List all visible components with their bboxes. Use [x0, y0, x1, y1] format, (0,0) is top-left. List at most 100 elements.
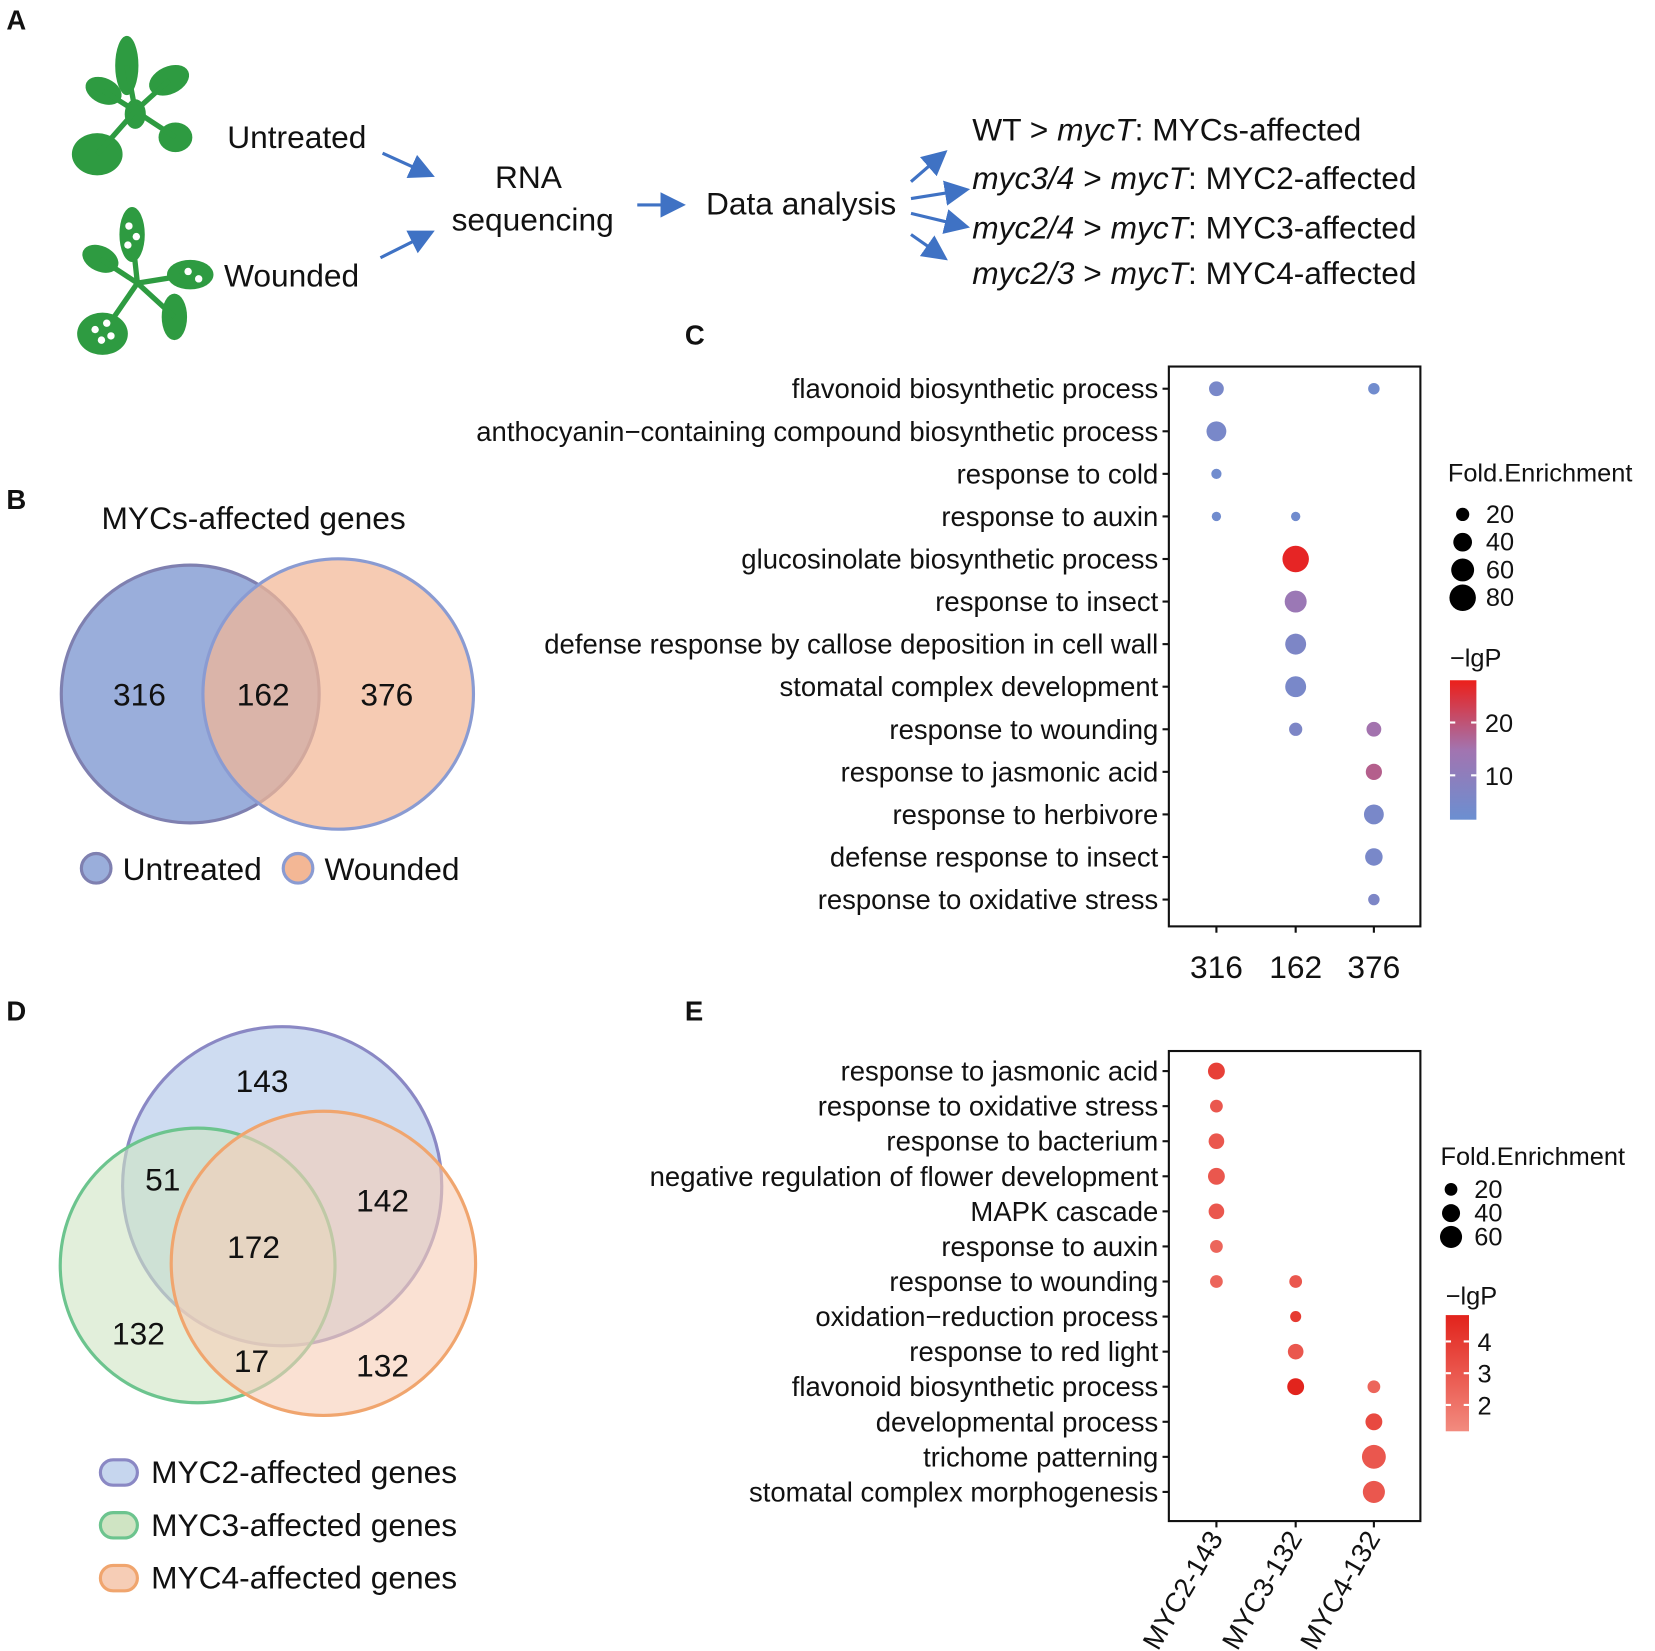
y-tick-label: anthocyanin−containing compound biosynth… [476, 416, 1158, 447]
outcome-line: myc3/4 > mycT: MYC2-affected [972, 160, 1416, 196]
x-tick-label: MYC3-132 [1216, 1525, 1309, 1651]
x-tick-label: 316 [1190, 949, 1243, 985]
y-tick-label: stomatal complex development [780, 671, 1159, 702]
outcome-line: WT > mycT: MYCs-affected [972, 111, 1361, 147]
dot [1210, 1099, 1223, 1113]
legend-dot [1444, 1183, 1458, 1196]
step-label: RNA [495, 159, 563, 195]
venn-count: 162 [237, 677, 290, 713]
venn-count: 132 [112, 1316, 165, 1352]
dot [1287, 1378, 1305, 1396]
venn-count: 142 [356, 1183, 409, 1219]
venn-count: 51 [145, 1161, 180, 1197]
outcome-part: > [1074, 255, 1110, 291]
legend-label: Untreated [123, 851, 262, 887]
y-tick-label: oxidation−reduction process [815, 1301, 1158, 1332]
x-tick-label: MYC4-132 [1294, 1525, 1387, 1651]
dot [1362, 1480, 1385, 1503]
colorbar [1449, 680, 1477, 820]
arrow [379, 230, 435, 260]
y-tick-label: response to bacterium [886, 1126, 1158, 1157]
y-tick-label: response to jasmonic acid [841, 756, 1159, 787]
outcome-part: myc2/4 [972, 210, 1074, 246]
outcome-part: > [1074, 160, 1110, 196]
dot [1208, 1133, 1225, 1150]
y-tick-label: flavonoid biosynthetic process [792, 373, 1159, 404]
y-tick-label: developmental process [876, 1406, 1159, 1437]
dot [1365, 1413, 1383, 1431]
dot [1207, 1062, 1225, 1080]
x-tick-label: MYC2-143 [1136, 1525, 1229, 1651]
legend-swatch [281, 851, 315, 885]
dot [1287, 1343, 1304, 1360]
y-tick-label: flavonoid biosynthetic process [792, 1371, 1159, 1402]
y-tick-label: response to auxin [941, 501, 1158, 532]
dot [1368, 893, 1380, 906]
dot [1365, 848, 1383, 866]
legend-dot [1453, 532, 1473, 552]
y-tick-label: response to oxidative stress [818, 1091, 1159, 1122]
y-tick-label: negative regulation of flower developmen… [650, 1161, 1159, 1192]
x-tick-label: 376 [1347, 949, 1400, 985]
dot [1367, 1380, 1381, 1394]
legend-label: 20 [1474, 1176, 1502, 1204]
arrow [381, 151, 435, 178]
dot [1290, 1311, 1302, 1323]
y-tick-label: stomatal complex morphogenesis [749, 1476, 1158, 1507]
legend-label: Wounded [324, 851, 459, 887]
dot [1209, 381, 1224, 397]
y-tick-label: trichome patterning [923, 1441, 1158, 1472]
outcome-part: myc3/4 [972, 160, 1074, 196]
legend-swatch [98, 1511, 139, 1540]
y-tick-label: glucosinolate biosynthetic process [741, 544, 1158, 575]
dot [1290, 511, 1301, 522]
legend-swatch [79, 851, 113, 885]
panel-label: B [6, 484, 26, 515]
outcome-part: : MYC4-affected [1188, 255, 1416, 291]
venn-circle [201, 557, 476, 831]
y-tick-label: response to wounding [889, 1266, 1158, 1297]
dot [1366, 721, 1382, 737]
legend-label: MYC3-affected genes [151, 1507, 457, 1543]
plant-icon-wounded [77, 207, 214, 355]
outcome-part: : MYC3-affected [1188, 210, 1416, 246]
venn-count: 316 [113, 677, 166, 713]
dot [1365, 763, 1382, 780]
dot [1211, 468, 1222, 479]
step-label: sequencing [452, 201, 614, 237]
input-label: Wounded [224, 257, 359, 293]
dot [1289, 1275, 1303, 1288]
y-tick-label: response to auxin [941, 1231, 1158, 1262]
dot [1363, 804, 1384, 825]
dot [1210, 1275, 1223, 1288]
venn-count: 17 [234, 1343, 269, 1379]
outcome-part: mycT [1111, 210, 1191, 246]
venn-title: MYCs-affected genes [102, 500, 406, 536]
colorbar-label: 4 [1477, 1329, 1491, 1357]
legend-dot [1449, 584, 1476, 611]
outcome-part: WT > [972, 111, 1057, 147]
arrow [909, 150, 948, 183]
legend-dot [1456, 507, 1470, 522]
legend-title: −lgP [1450, 645, 1501, 673]
outcome-line: myc2/4 > mycT: MYC3-affected [972, 210, 1416, 246]
colorbar-label: 20 [1485, 710, 1513, 738]
venn-count: 376 [360, 677, 413, 713]
step-label: Data analysis [706, 185, 896, 221]
outcome-part: > [1074, 210, 1110, 246]
arrow [910, 180, 971, 206]
y-tick-label: response to cold [957, 458, 1159, 489]
y-tick-label: response to red light [909, 1336, 1158, 1367]
dot [1211, 511, 1222, 522]
legend-label: 20 [1486, 501, 1514, 529]
legend-dot [1451, 558, 1475, 582]
legend-swatch [98, 1563, 139, 1593]
outcome-part: mycT [1057, 111, 1137, 147]
venn-count: 143 [236, 1063, 289, 1099]
dot [1361, 1444, 1386, 1469]
dot [1210, 1240, 1223, 1253]
venn-count: 132 [356, 1347, 409, 1383]
outcome-part: mycT [1111, 255, 1191, 291]
